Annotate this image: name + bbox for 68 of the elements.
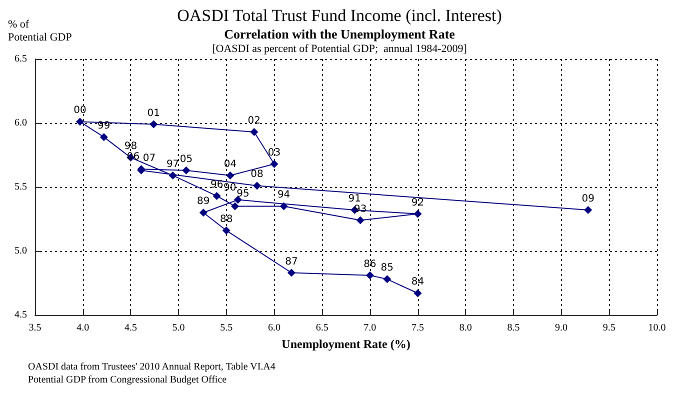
x-tick-label: 8.0 [459,322,472,334]
x-tick-label: 7.0 [364,322,376,334]
point [76,118,84,126]
annotation: 91 [348,194,361,205]
y-tick-label: 5.0 [14,246,27,256]
annotation: 03 [268,147,281,158]
point [280,202,288,210]
annotation: 09 [582,194,594,205]
point [270,160,278,168]
point [230,202,239,210]
annotation: 87 [285,256,298,268]
annotation: 97 [166,158,180,170]
annotation: 89 [197,196,210,208]
point [383,275,392,284]
x-tick-label: 5.5 [220,322,233,334]
point [414,210,422,218]
y-tick-label: 6.5 [14,54,27,64]
annotation: 94 [277,190,290,201]
x-axis-title: Unemployment Rate (%) [282,336,410,351]
x-tick-label: 5.0 [172,322,185,334]
point [253,182,262,190]
annotation: 07 [142,152,156,164]
annotation: 96 [210,179,224,190]
text: OASDI data from Trustees' 2010 Annual Report, Table VI.A4 [28,362,276,372]
x-tick-label: 3.5 [28,322,42,334]
x-tick-label: 4.0 [76,322,90,334]
x-tick-label: 4.5 [124,322,137,334]
annotation: 05 [180,154,193,165]
annotation: 00 [74,105,86,116]
point [150,120,158,128]
point [414,289,422,298]
annotation: 98 [124,141,138,152]
point [287,268,296,277]
x-tick-label: 6.0 [268,322,280,334]
point [584,206,592,214]
annotation: 95 [236,188,250,200]
point [366,271,374,280]
point [199,208,208,217]
point [212,192,221,200]
x-tick-label: 9.0 [555,322,568,334]
y-tick-label: 5.5 [14,182,27,192]
annotation: 08 [250,169,264,180]
y-tick-label: 6.0 [14,118,27,128]
point [356,216,364,224]
annotation: 86 [364,258,376,270]
annotation: 99 [98,120,110,132]
chart-subtitle: Correlation with the Unemployment Rate [OASDI as percent of Potential GDP; annual 1984-2009] [212,26,467,55]
annotation: 84 [411,276,424,288]
x-tick-label: 7.5 [412,322,424,334]
point [250,128,258,136]
x-tick-label: 10.0 [648,322,666,334]
annotation: 04 [224,158,237,170]
annotation: 88 [220,214,233,226]
x-tick-label: 8.5 [507,322,520,334]
point [226,171,234,180]
annotation: 85 [380,262,394,274]
y-tick-label: 4.5 [14,310,27,320]
point [168,171,177,180]
text: Potential GDP from Congressional Budget Office [28,374,228,386]
annotation: 01 [147,108,160,119]
y-axis-title: % of Potential GDP [8,18,72,44]
point [222,226,230,235]
x-tick-label: 9.5 [602,322,616,334]
annotation: 92 [411,197,424,208]
point [182,166,190,174]
point [100,133,108,142]
chart-title: OASDI Total Trust Fund Income (incl. Interest) [177,6,502,25]
x-tick-label: 6.5 [316,322,328,334]
